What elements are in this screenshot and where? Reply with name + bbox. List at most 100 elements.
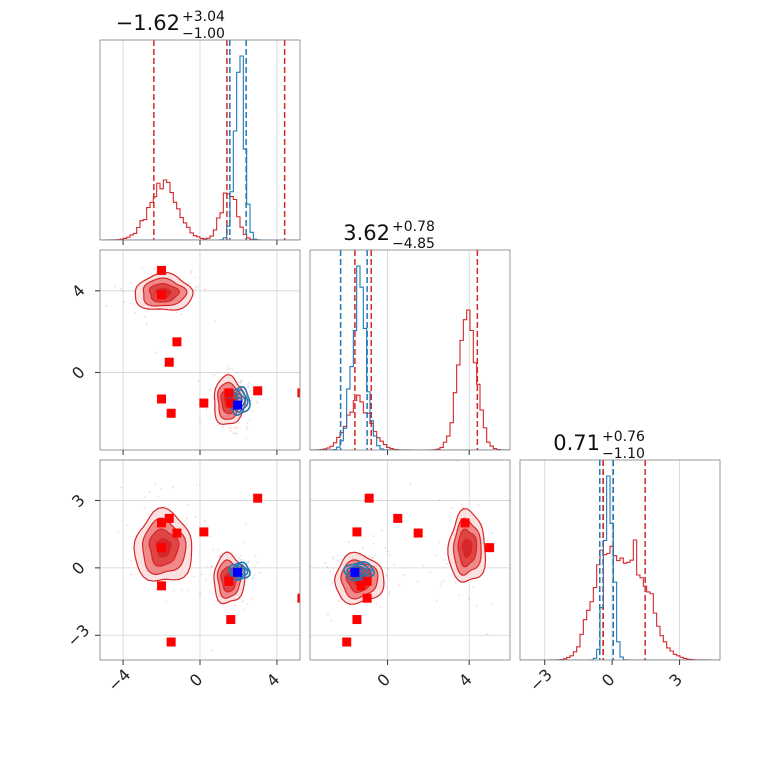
blue-marker-0 <box>350 567 360 577</box>
sample-point <box>196 483 199 486</box>
title-minus-1: −1.00 <box>182 26 225 42</box>
sample-point <box>129 302 132 305</box>
sample-point <box>259 571 261 574</box>
blue-contour-0-1 <box>346 563 372 580</box>
sample-point <box>180 588 183 591</box>
sample-point <box>130 559 133 562</box>
sample-point <box>240 558 243 561</box>
sample-point <box>215 600 218 602</box>
sample-point <box>187 589 190 592</box>
sample-point <box>242 600 244 603</box>
sample-point <box>486 633 489 635</box>
y-tick-label-3-0: −3 <box>63 621 93 651</box>
sample-point <box>252 410 255 413</box>
sample-point <box>245 426 248 429</box>
sample-point <box>145 322 148 325</box>
sample-point <box>210 565 213 568</box>
title-value-1: −1.62 <box>116 11 180 35</box>
sample-point <box>253 574 256 576</box>
sample-point <box>239 554 242 557</box>
sample-point <box>193 575 196 578</box>
sample-point <box>123 301 126 303</box>
sample-point <box>475 605 478 607</box>
sample-point <box>187 503 190 506</box>
x-tick-label-2-1: 4 <box>455 670 476 691</box>
panel-frame <box>309 459 511 661</box>
sample-point <box>201 573 203 575</box>
sample-point <box>435 554 438 557</box>
sample-point <box>456 460 459 462</box>
sample-point <box>105 305 108 308</box>
red-marker-4 <box>199 398 209 408</box>
sample-point <box>372 556 375 559</box>
sample-point <box>225 368 228 371</box>
sample-point <box>242 541 245 544</box>
sample-point <box>491 602 494 605</box>
sample-point <box>214 320 216 323</box>
sample-point <box>379 605 382 608</box>
sample-point <box>337 560 339 563</box>
sample-point <box>239 381 241 383</box>
sample-point <box>129 282 132 285</box>
sample-point <box>247 561 249 564</box>
red-marker-7 <box>253 493 263 503</box>
param-title-1: −1.62 +3.04−1.00 <box>116 9 225 42</box>
sample-point <box>486 540 489 543</box>
sample-point <box>409 483 412 486</box>
sample-point <box>199 592 201 595</box>
sample-point <box>217 549 220 551</box>
sample-point <box>204 520 207 522</box>
sample-point <box>343 555 345 558</box>
sample-point <box>234 604 237 607</box>
sample-point <box>193 276 196 279</box>
sample-point <box>239 382 242 384</box>
sample-point <box>114 285 116 288</box>
sample-point <box>242 608 245 611</box>
red-marker-9 <box>157 581 167 591</box>
sample-point <box>436 599 438 602</box>
title-minus-2: −4.85 <box>392 236 435 252</box>
sample-point <box>246 428 249 431</box>
sample-point <box>364 554 366 556</box>
sample-point <box>477 504 480 507</box>
sample-point <box>451 507 453 510</box>
red-marker-9 <box>157 394 167 404</box>
x-tick-label-2-0: 0 <box>373 670 394 691</box>
sample-point <box>375 603 378 606</box>
sample-point <box>491 532 494 535</box>
red-contour-0-3 <box>461 538 473 559</box>
panel-frame <box>309 249 511 451</box>
blue-contour-0-1 <box>230 563 249 580</box>
sample-point <box>172 486 174 489</box>
sample-point <box>402 573 405 576</box>
sample-point <box>234 426 236 429</box>
sample-point <box>385 586 388 589</box>
sample-point <box>256 402 259 405</box>
sample-point <box>196 285 199 287</box>
sample-point <box>221 426 224 428</box>
sample-point <box>422 564 425 567</box>
sample-point <box>213 374 216 376</box>
sample-point <box>120 486 123 489</box>
sample-point <box>449 515 452 518</box>
sample-point <box>443 559 446 561</box>
sample-point <box>387 568 390 571</box>
red-marker-8 <box>297 388 300 398</box>
sample-point <box>231 551 233 554</box>
sample-point <box>190 270 193 273</box>
red-marker-6 <box>352 615 362 625</box>
sample-point <box>176 311 178 314</box>
sample-point <box>212 548 215 551</box>
x-tick-label-1-1: 0 <box>186 670 207 691</box>
sample-point <box>388 554 391 557</box>
sample-point <box>160 488 162 490</box>
sample-point <box>247 382 250 384</box>
sample-point <box>227 365 230 368</box>
sample-point <box>217 371 219 374</box>
sample-point <box>228 427 231 430</box>
red-marker-0 <box>157 543 167 553</box>
sample-point <box>209 482 211 484</box>
sample-point <box>240 380 243 383</box>
sample-point <box>331 582 334 584</box>
sample-point <box>472 586 475 589</box>
